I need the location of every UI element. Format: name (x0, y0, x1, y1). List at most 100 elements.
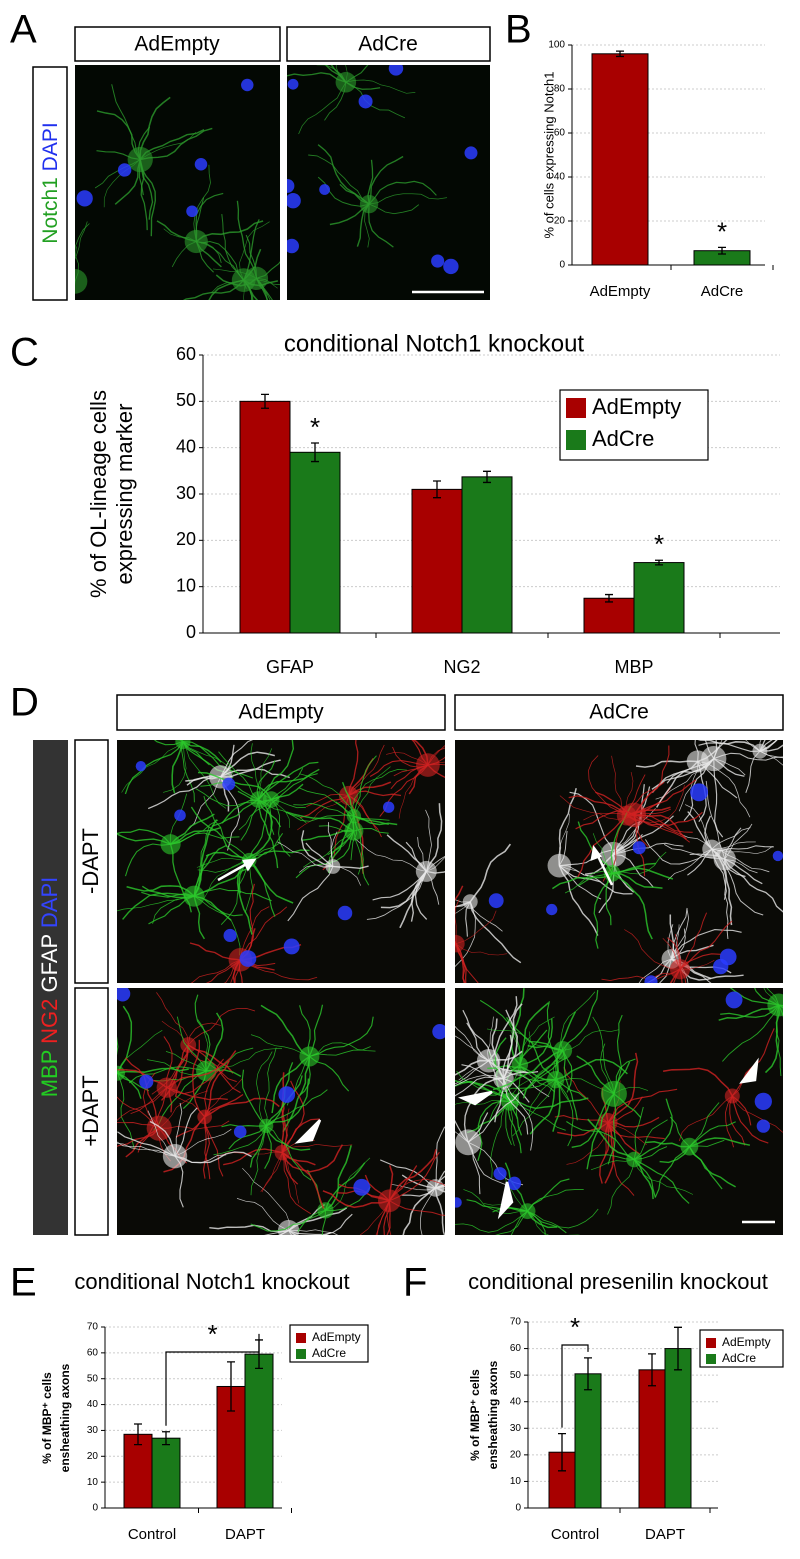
process (455, 1079, 511, 1103)
y-tick-label: 70 (87, 1322, 99, 1333)
process (724, 858, 783, 913)
process (731, 1095, 769, 1144)
process (287, 72, 347, 83)
nucleus (388, 65, 404, 76)
micrograph (117, 740, 445, 983)
y-tick-label: 0 (92, 1503, 98, 1514)
bar (411, 488, 463, 634)
process (527, 1210, 581, 1235)
panel-letter: E (10, 1261, 37, 1305)
process (633, 1159, 694, 1195)
legend-label: AdCre (592, 426, 654, 451)
process (121, 741, 184, 793)
nucleus (319, 184, 331, 195)
bar (574, 1373, 602, 1509)
soma (183, 885, 205, 907)
process (745, 750, 761, 793)
process (176, 1016, 207, 1072)
chart-title: conditional Notch1 knockout (284, 330, 585, 357)
y-tick-label: 50 (87, 1373, 99, 1384)
annotation: * (310, 412, 320, 442)
process (592, 1016, 615, 1094)
y-tick-label: 20 (87, 1451, 99, 1462)
chart-title: conditional Notch1 knockout (74, 1269, 349, 1294)
process (558, 788, 577, 866)
nucleus (241, 78, 254, 92)
process (510, 988, 525, 1066)
process (607, 1159, 635, 1215)
error-bar (311, 442, 319, 463)
error-bar (134, 1423, 142, 1446)
process (117, 832, 171, 845)
process (278, 1230, 289, 1235)
process (689, 1137, 751, 1148)
nucleus (174, 809, 186, 822)
process (124, 843, 171, 877)
process (659, 958, 672, 983)
process (529, 1079, 557, 1135)
process (527, 1208, 599, 1229)
bar (591, 53, 649, 266)
process (697, 740, 728, 763)
y-tick-label: 20 (176, 529, 196, 549)
process (527, 1178, 570, 1212)
bar (664, 1348, 692, 1509)
process (257, 768, 320, 800)
column-label: AdEmpty (238, 701, 324, 724)
process (512, 1079, 556, 1137)
process (166, 1068, 221, 1095)
process (490, 1101, 511, 1178)
error-bar (616, 50, 624, 58)
stain: Notch1 (39, 177, 62, 244)
process (126, 885, 195, 897)
process (486, 1028, 563, 1051)
process (506, 1064, 556, 1082)
soma (197, 1109, 212, 1125)
nucleus (455, 1197, 462, 1208)
process (455, 885, 464, 945)
nucleus (337, 905, 353, 921)
process (75, 223, 90, 282)
y-tick-label: 40 (87, 1399, 99, 1410)
error-bar (674, 1326, 682, 1371)
soma (547, 853, 572, 878)
y-tick-label: 40 (176, 436, 196, 456)
process (257, 799, 279, 869)
bar (244, 1353, 274, 1509)
y-tick-label: 70 (510, 1317, 522, 1328)
process (192, 1039, 206, 1118)
chart-title: conditional presenilin knockout (468, 1269, 768, 1294)
process (117, 1122, 160, 1129)
process (117, 1073, 136, 1151)
process (503, 1078, 534, 1151)
process (694, 740, 699, 762)
y-tick-label: 0 (515, 1503, 521, 1514)
process (546, 1001, 559, 1080)
process (348, 744, 385, 796)
process (221, 1124, 267, 1128)
process (117, 1067, 189, 1075)
label-box (116, 694, 446, 731)
process (117, 1036, 119, 1074)
process (234, 959, 241, 983)
process (368, 180, 437, 205)
soma (415, 860, 437, 882)
process (270, 799, 291, 857)
y-tick-label: 20 (510, 1449, 522, 1460)
label-box (454, 694, 784, 731)
process (335, 65, 347, 83)
process (203, 859, 250, 900)
soma (162, 1143, 188, 1169)
stain-label: Notch1 DAPI (39, 122, 62, 243)
process (427, 756, 445, 766)
bar (289, 451, 341, 634)
y-axis-label: % of cells expressing Notch1 (541, 72, 556, 239)
nucleus (493, 1167, 507, 1181)
soma (553, 1041, 573, 1060)
process (369, 193, 448, 205)
process (213, 1125, 267, 1156)
y-tick-label: 0 (559, 260, 565, 271)
process (611, 867, 674, 880)
process (281, 1152, 312, 1215)
nucleus (239, 950, 257, 967)
